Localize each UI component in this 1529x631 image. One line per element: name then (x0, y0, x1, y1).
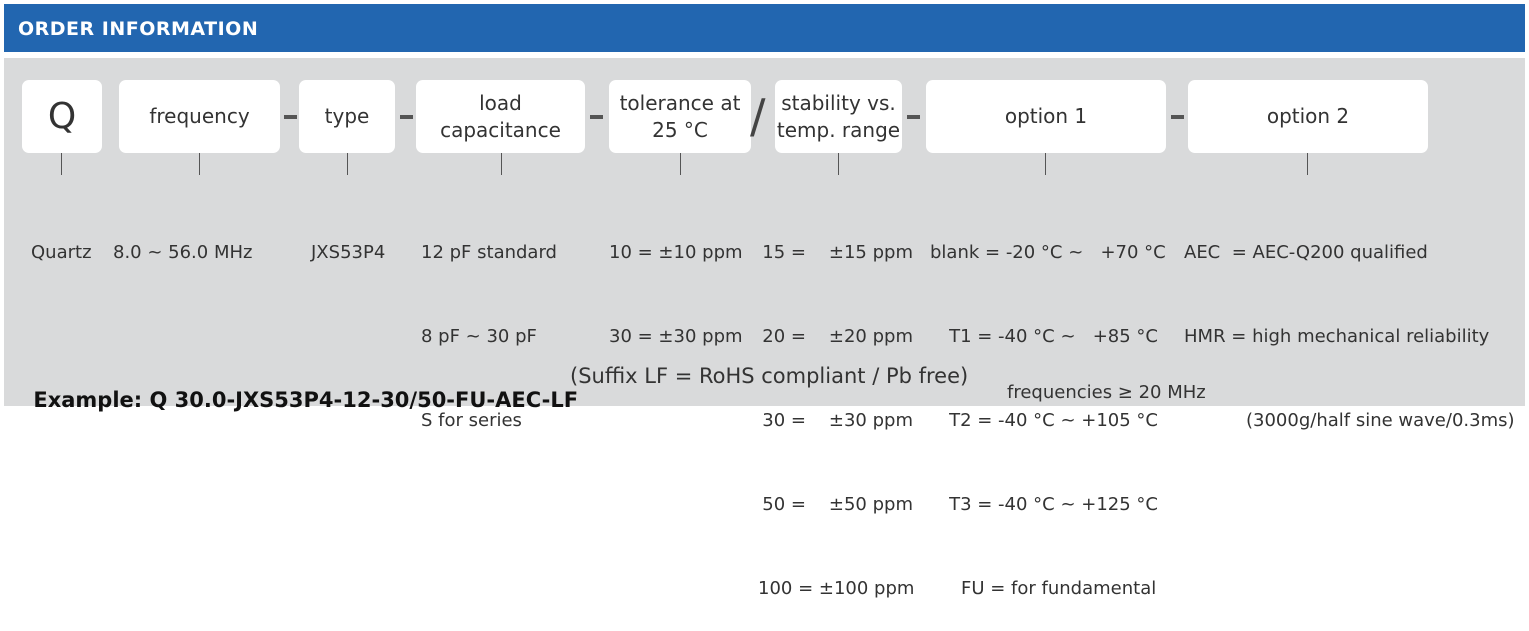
box-quartz: Q (22, 80, 102, 153)
box-option-1: option 1 (926, 80, 1166, 153)
dash-separator (284, 115, 297, 119)
box-tolerance-line-1: tolerance at (619, 90, 741, 115)
detail-tolerance: 10 = ±10 ppm 30 = ±30 ppm (609, 183, 743, 379)
detail-quartz-line: Quartz (31, 242, 92, 263)
detail-option2-line-2: HMR = high mechanical reliability (1184, 326, 1490, 347)
box-load-capacitance: load capacitance (416, 80, 585, 153)
box-stability-line-1: stability vs. (781, 90, 896, 115)
order-information-header: ORDER INFORMATION (4, 4, 1525, 52)
detail-stability-line-5: 100 = ±100 ppm (758, 578, 915, 599)
connector-tick (680, 153, 681, 175)
box-load-capacitance-label: load capacitance (440, 90, 561, 142)
header-title: ORDER INFORMATION (18, 18, 259, 40)
box-quartz-label: Q (47, 96, 77, 137)
connector-tick (61, 153, 62, 175)
detail-option1-line-2: T1 = -40 °C ~ +85 °C (949, 326, 1158, 347)
example-label: Example: Q 30.0-JXS53P4-12-30/50-FU-AEC-… (33, 388, 579, 412)
detail-load-line-2: 8 pF ~ 30 pF (421, 326, 537, 347)
detail-load-line-1: 12 pF standard (421, 242, 557, 263)
detail-tolerance-line-1: 10 = ±10 ppm (609, 242, 743, 263)
detail-option2-line-1: AEC = AEC-Q200 qualified (1184, 242, 1428, 263)
box-option-2-label: option 2 (1266, 104, 1350, 128)
example-code: Example: Q 30.0-JXS53P4-12-30/50-FU-AEC-… (20, 364, 578, 412)
dash-separator (1171, 115, 1184, 119)
detail-option1-line-6: frequencies ≥ 20 MHz (1007, 382, 1206, 403)
box-frequency-label: frequency (149, 104, 250, 128)
connector-tick (501, 153, 502, 175)
dash-separator (907, 115, 920, 119)
box-type-label: type (324, 104, 370, 128)
detail-option1-line-5: FU = for fundamental (961, 578, 1157, 599)
detail-option-1-continued: frequencies ≥ 20 MHz (1007, 323, 1206, 435)
detail-option1-line-1: blank = -20 °C ~ +70 °C (930, 242, 1166, 263)
box-type: type (299, 80, 395, 153)
connector-tick (347, 153, 348, 175)
connector-tick (199, 153, 200, 175)
connector-tick (838, 153, 839, 175)
dash-separator (590, 115, 603, 119)
detail-option1-line-4: T3 = -40 °C ~ +125 °C (949, 494, 1158, 515)
connector-tick (1045, 153, 1046, 175)
detail-stability-line-1: 15 = ±15 ppm (762, 242, 913, 263)
example-note: (Suffix LF = RoHS compliant / Pb free) (570, 364, 969, 388)
detail-load-capacitance: 12 pF standard 8 pF ~ 30 pF S for series (421, 183, 557, 463)
detail-option-2: AEC = AEC-Q200 qualified HMR = high mech… (1184, 183, 1515, 463)
detail-stability-line-3: 30 = ±30 ppm (762, 410, 913, 431)
dash-separator (400, 115, 413, 119)
detail-frequency-line: 8.0 ~ 56.0 MHz (113, 242, 253, 263)
box-option-2: option 2 (1188, 80, 1428, 153)
detail-quartz: Quartz (31, 183, 92, 295)
detail-type: JXS53P4 (311, 183, 385, 295)
box-frequency: frequency (119, 80, 280, 153)
box-tolerance: tolerance at 25 °C (609, 80, 751, 153)
detail-stability-line-4: 50 = ±50 ppm (762, 494, 913, 515)
detail-frequency: 8.0 ~ 56.0 MHz (113, 183, 252, 295)
connector-tick (1307, 153, 1308, 175)
box-stability-line-2: temp. range (776, 117, 901, 142)
box-tolerance-line-2: 25 °C (652, 117, 708, 142)
detail-type-line: JXS53P4 (311, 242, 386, 263)
detail-option2-line-3: (3000g/half sine wave/0.3ms) (1246, 410, 1515, 431)
box-option-1-label: option 1 (1004, 104, 1088, 128)
slash-separator: / (750, 89, 766, 143)
detail-stability-line-2: 20 = ±20 ppm (762, 326, 913, 347)
box-stability: stability vs. temp. range (775, 80, 902, 153)
detail-stability: 15 = ±15 ppm 20 = ±20 ppm 30 = ±30 ppm 5… (758, 183, 915, 631)
detail-tolerance-line-2: 30 = ±30 ppm (609, 326, 743, 347)
